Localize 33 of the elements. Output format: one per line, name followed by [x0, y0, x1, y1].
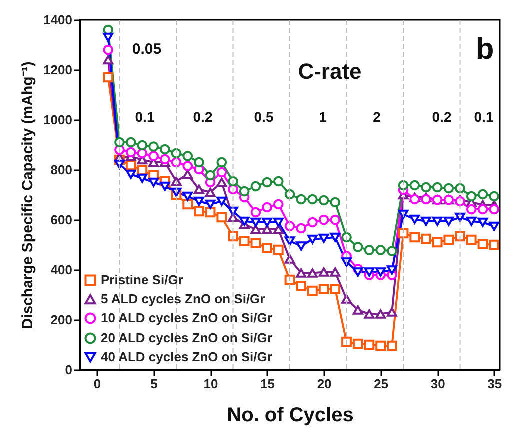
- legend-label: 20 ALD cycles ZnO on Si/Gr: [101, 330, 272, 346]
- annotation: 0.2: [193, 109, 213, 125]
- x-tick-label: 5: [150, 376, 158, 392]
- y-tick-label: 1000: [44, 112, 72, 128]
- x-tick-label: 25: [374, 376, 389, 392]
- annotation: 2: [373, 109, 382, 125]
- legend-label: 5 ALD cycles ZnO on Si/Gr: [101, 292, 266, 306]
- annotation: C-rate: [298, 59, 362, 84]
- legend-label: 40 ALD cycles ZnO on Si/Gr: [101, 350, 272, 364]
- y-tick-label: 1200: [44, 62, 72, 78]
- x-axis-title: No. of Cycles: [227, 404, 354, 426]
- annotation: 0.1: [135, 109, 155, 125]
- x-tick-label: 20: [317, 376, 332, 392]
- annotation: 0.1: [474, 109, 494, 125]
- x-tick-label: 15: [260, 376, 276, 392]
- y-tick-label: 0: [65, 362, 72, 378]
- x-tick-label: 10: [204, 376, 218, 392]
- y-tick-label: 600: [50, 212, 72, 228]
- y-tick-label: 1400: [44, 12, 72, 28]
- y-axis-title: Discharge Specific Capacity (mAhg⁻¹): [20, 62, 37, 330]
- annotation: b: [476, 33, 494, 66]
- annotation: 0.2: [432, 109, 452, 125]
- annotation: 1: [319, 109, 328, 125]
- y-tick-label: 800: [50, 162, 72, 178]
- legend-label: 10 ALD cycles ZnO on Si/Gr: [101, 310, 272, 326]
- x-tick-label: 0: [94, 376, 102, 392]
- y-tick-label: 200: [50, 312, 72, 328]
- y-tick-label: 400: [50, 262, 72, 278]
- legend-label: Pristine Si/Gr: [101, 272, 184, 288]
- x-tick-label: 35: [488, 376, 502, 392]
- x-tick-label: 30: [430, 376, 446, 392]
- annotation: 0.05: [132, 41, 162, 58]
- annotation: 0.5: [254, 109, 274, 125]
